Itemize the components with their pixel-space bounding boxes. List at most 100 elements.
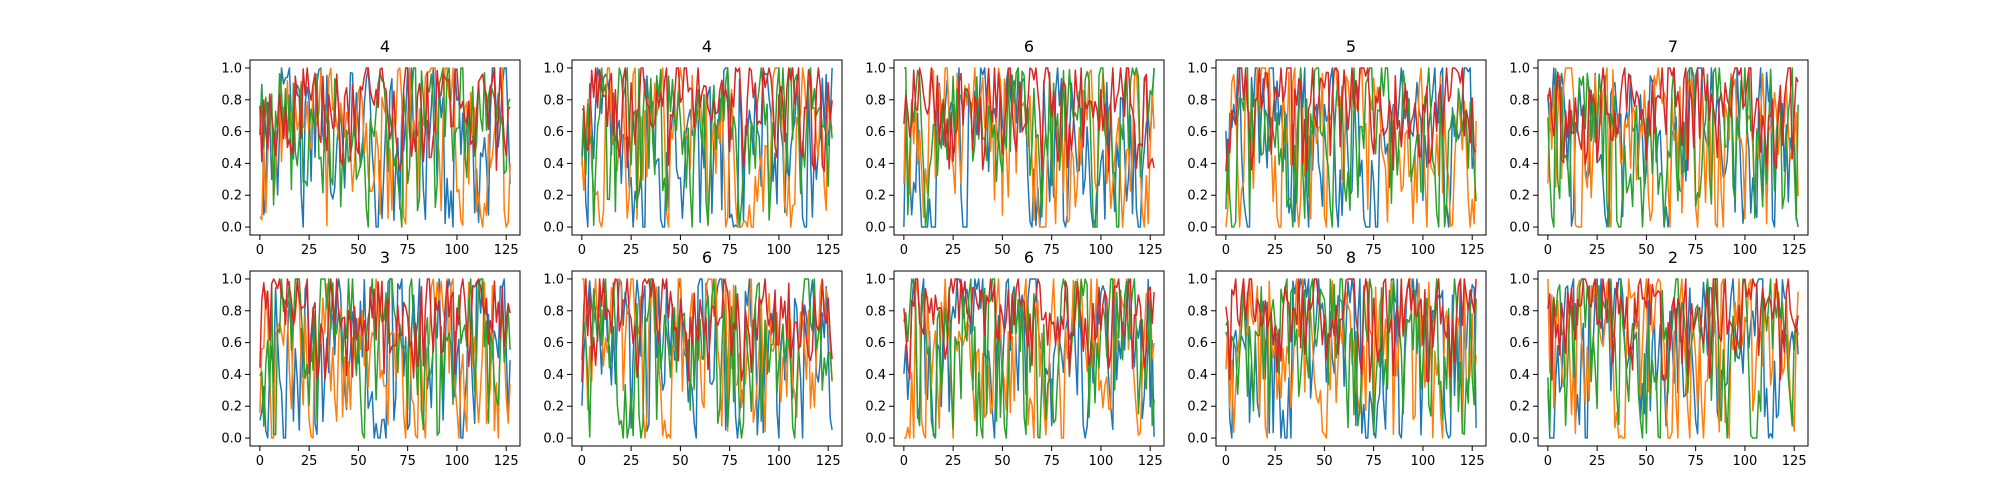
- subplot-8: 6 0 25 50 75 100 125 0.0 0.2 0.4 0.6 0.8 1.0: [865, 248, 1165, 469]
- x-tick-label: 100: [1089, 243, 1114, 258]
- y-tick-label: 0.8: [1187, 93, 1208, 108]
- x-tick-label: 0: [256, 454, 264, 469]
- x-tick-label: 50: [1638, 243, 1655, 258]
- y-tick-label: 0.8: [221, 304, 242, 319]
- x-tick-label: 100: [1733, 243, 1758, 258]
- x-tick-label: 75: [1687, 243, 1704, 258]
- x-tick-label: 50: [350, 454, 367, 469]
- y-tick-label: 0.8: [543, 93, 564, 108]
- y-tick-label: 1.0: [1509, 272, 1530, 287]
- x-tick-label: 25: [945, 243, 962, 258]
- plot-frame: [571, 59, 843, 236]
- y-tick-label: 0.2: [221, 189, 242, 204]
- y-tick-label: 1.0: [221, 272, 242, 287]
- x-tick-label: 75: [1687, 454, 1704, 469]
- y-tick-label: 1.0: [1187, 272, 1208, 287]
- subplot-2: 4 0 25 50 75 100 125 0.0 0.2 0.4 0.6 0.8 1.0: [543, 37, 843, 258]
- y-tick-label: 0.6: [1187, 336, 1208, 351]
- subplot-title: 4: [380, 37, 390, 56]
- x-tick-label: 125: [1782, 243, 1807, 258]
- y-tick-label: 0.0: [865, 432, 886, 447]
- x-tick-label: 75: [1365, 454, 1382, 469]
- plot-frame: [249, 270, 521, 447]
- series-line: [1547, 278, 1799, 382]
- series-line: [1225, 278, 1477, 439]
- x-tick-label: 25: [301, 454, 318, 469]
- y-tick-label: 0.8: [1509, 304, 1530, 319]
- x-tick-label: 25: [1589, 454, 1606, 469]
- y-tick-label: 0.4: [221, 157, 242, 172]
- y-tick-label: 0.0: [1187, 432, 1208, 447]
- y-tick-label: 0.6: [221, 125, 242, 140]
- x-tick-label: 125: [816, 454, 841, 469]
- series-line: [581, 67, 833, 173]
- x-tick-label: 50: [1316, 243, 1333, 258]
- subplot-1: 4 0 25 50 75 100 125 0.0 0.2 0.4 0.6 0.8 1.0: [221, 37, 521, 258]
- y-tick-label: 1.0: [543, 61, 564, 76]
- y-tick-label: 1.0: [865, 272, 886, 287]
- y-tick-label: 0.2: [1187, 400, 1208, 415]
- subplot-title: 6: [1024, 37, 1034, 56]
- x-tick-label: 100: [1733, 454, 1758, 469]
- y-tick-label: 1.0: [865, 61, 886, 76]
- subplot-title: 6: [1024, 248, 1034, 267]
- x-tick-label: 100: [1411, 454, 1436, 469]
- subplot-title: 2: [1668, 248, 1678, 267]
- x-tick-label: 75: [1365, 243, 1382, 258]
- x-tick-label: 50: [1316, 454, 1333, 469]
- y-tick-label: 0.2: [1509, 400, 1530, 415]
- subplot-title: 5: [1346, 37, 1356, 56]
- x-tick-label: 25: [945, 454, 962, 469]
- plot-frame: [893, 59, 1165, 236]
- x-tick-label: 25: [623, 243, 640, 258]
- subplot-title: 3: [380, 248, 390, 267]
- y-tick-label: 0.4: [1509, 368, 1530, 383]
- x-tick-label: 75: [1043, 243, 1060, 258]
- y-tick-label: 0.4: [1509, 157, 1530, 172]
- subplot-5: 7 0 25 50 75 100 125 0.0 0.2 0.4 0.6 0.8 1.0: [1509, 37, 1809, 258]
- series-line: [1547, 278, 1799, 439]
- subplot-10: 2 0 25 50 75 100 125 0.0 0.2 0.4 0.6 0.8 1.0: [1509, 248, 1809, 469]
- x-tick-label: 50: [672, 243, 689, 258]
- series-line: [581, 278, 833, 439]
- x-tick-label: 0: [1222, 454, 1230, 469]
- y-tick-label: 1.0: [1509, 61, 1530, 76]
- series-line: [259, 278, 511, 381]
- y-tick-label: 0.4: [543, 157, 564, 172]
- x-tick-label: 125: [1460, 454, 1485, 469]
- subplot-6: 3 0 25 50 75 100 125 0.0 0.2 0.4 0.6 0.8 1.0: [221, 248, 521, 469]
- x-tick-label: 100: [1089, 454, 1114, 469]
- subplot-title: 4: [702, 37, 712, 56]
- y-tick-label: 0.8: [543, 304, 564, 319]
- y-tick-label: 0.2: [543, 400, 564, 415]
- x-tick-label: 0: [900, 243, 908, 258]
- x-tick-label: 25: [301, 243, 318, 258]
- plot-frame: [1215, 270, 1487, 447]
- y-tick-label: 0.8: [865, 93, 886, 108]
- y-tick-label: 0.0: [1509, 221, 1530, 236]
- x-tick-label: 0: [578, 454, 586, 469]
- subplot-title: 6: [702, 248, 712, 267]
- series-line: [581, 67, 833, 228]
- y-tick-label: 0.8: [221, 93, 242, 108]
- plot-frame: [571, 270, 843, 447]
- y-tick-label: 0.8: [1509, 93, 1530, 108]
- x-tick-label: 50: [1638, 454, 1655, 469]
- x-tick-label: 125: [1138, 454, 1163, 469]
- x-tick-label: 25: [1589, 243, 1606, 258]
- y-tick-label: 0.2: [865, 189, 886, 204]
- series-line: [259, 67, 511, 172]
- series-line: [903, 67, 1155, 228]
- subplot-title: 7: [1668, 37, 1678, 56]
- series-line: [1225, 278, 1477, 383]
- x-tick-label: 125: [494, 243, 519, 258]
- x-tick-label: 125: [816, 243, 841, 258]
- subplot-3: 6 0 25 50 75 100 125 0.0 0.2 0.4 0.6 0.8 1.0: [865, 37, 1165, 258]
- series-line: [1225, 67, 1477, 228]
- x-tick-label: 0: [1222, 243, 1230, 258]
- x-tick-label: 100: [767, 243, 792, 258]
- y-tick-label: 0.0: [1187, 221, 1208, 236]
- series-line: [903, 67, 1155, 172]
- y-tick-label: 1.0: [1187, 61, 1208, 76]
- x-tick-label: 125: [1138, 243, 1163, 258]
